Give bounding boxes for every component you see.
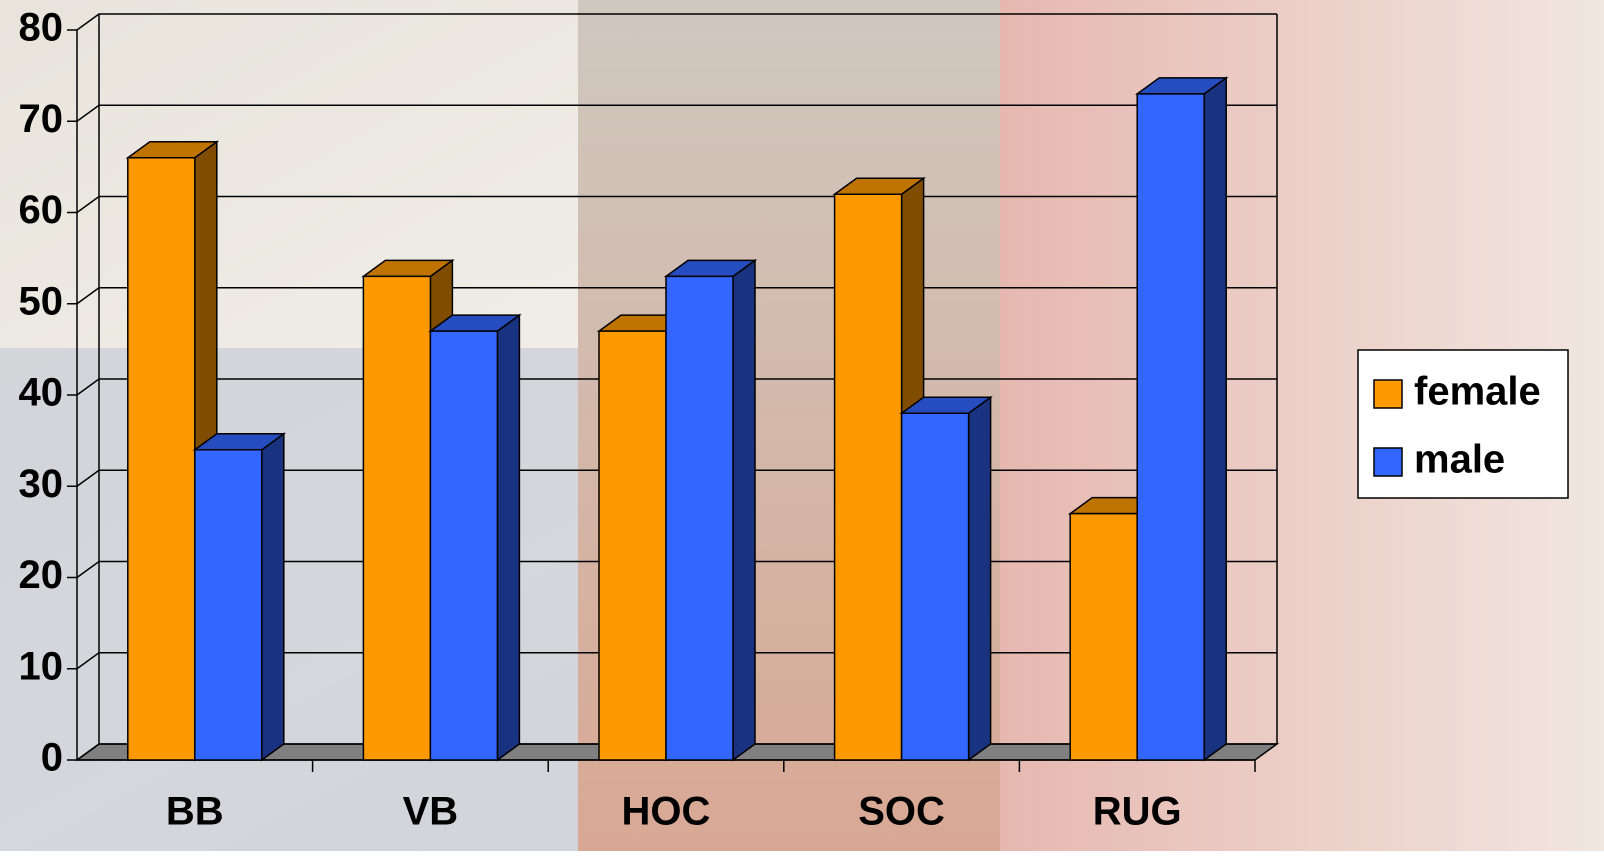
y-tick-label: 70 — [19, 97, 64, 141]
bar-front — [1136, 93, 1205, 761]
x-tick-label: SOC — [858, 790, 945, 834]
x-tick-label: HOC — [622, 790, 711, 834]
y-tick-label: 30 — [19, 462, 64, 506]
legend-swatch — [1373, 447, 1403, 477]
bar-front — [362, 275, 432, 761]
bar — [899, 395, 993, 762]
x-tick-label: VB — [403, 790, 459, 834]
x-tick-label: BB — [166, 790, 224, 834]
bar-front — [127, 157, 196, 761]
bar — [192, 432, 287, 762]
bar-front — [598, 330, 667, 761]
bar-side — [1203, 76, 1227, 762]
bar-front — [1069, 512, 1138, 761]
legend-label: female — [1414, 370, 1541, 414]
bar-side — [496, 313, 521, 762]
bar-side — [261, 432, 285, 762]
x-tick-label: RUG — [1093, 790, 1182, 834]
y-tick-label: 40 — [19, 371, 64, 415]
y-tick-label: 60 — [19, 188, 64, 232]
bar-side — [732, 258, 756, 762]
grid-line — [76, 104, 1277, 122]
bar-front — [665, 275, 734, 761]
bar — [663, 258, 758, 762]
bar — [1134, 76, 1229, 762]
y-tick-label: 20 — [19, 553, 64, 597]
legend-label: male — [1414, 438, 1505, 482]
bar-front — [833, 193, 903, 761]
bar-front — [900, 412, 970, 761]
bar — [428, 313, 522, 762]
y-tick-label: 10 — [19, 644, 64, 688]
bar-front — [429, 330, 499, 761]
legend-swatch — [1373, 379, 1403, 409]
bar-side — [967, 395, 992, 762]
y-tick-label: 0 — [41, 736, 63, 780]
y-tick-label: 80 — [19, 6, 64, 50]
bar-front — [194, 449, 263, 761]
grid-line — [76, 13, 1277, 31]
y-tick-label: 50 — [19, 279, 64, 323]
legend: female male — [1357, 349, 1569, 499]
